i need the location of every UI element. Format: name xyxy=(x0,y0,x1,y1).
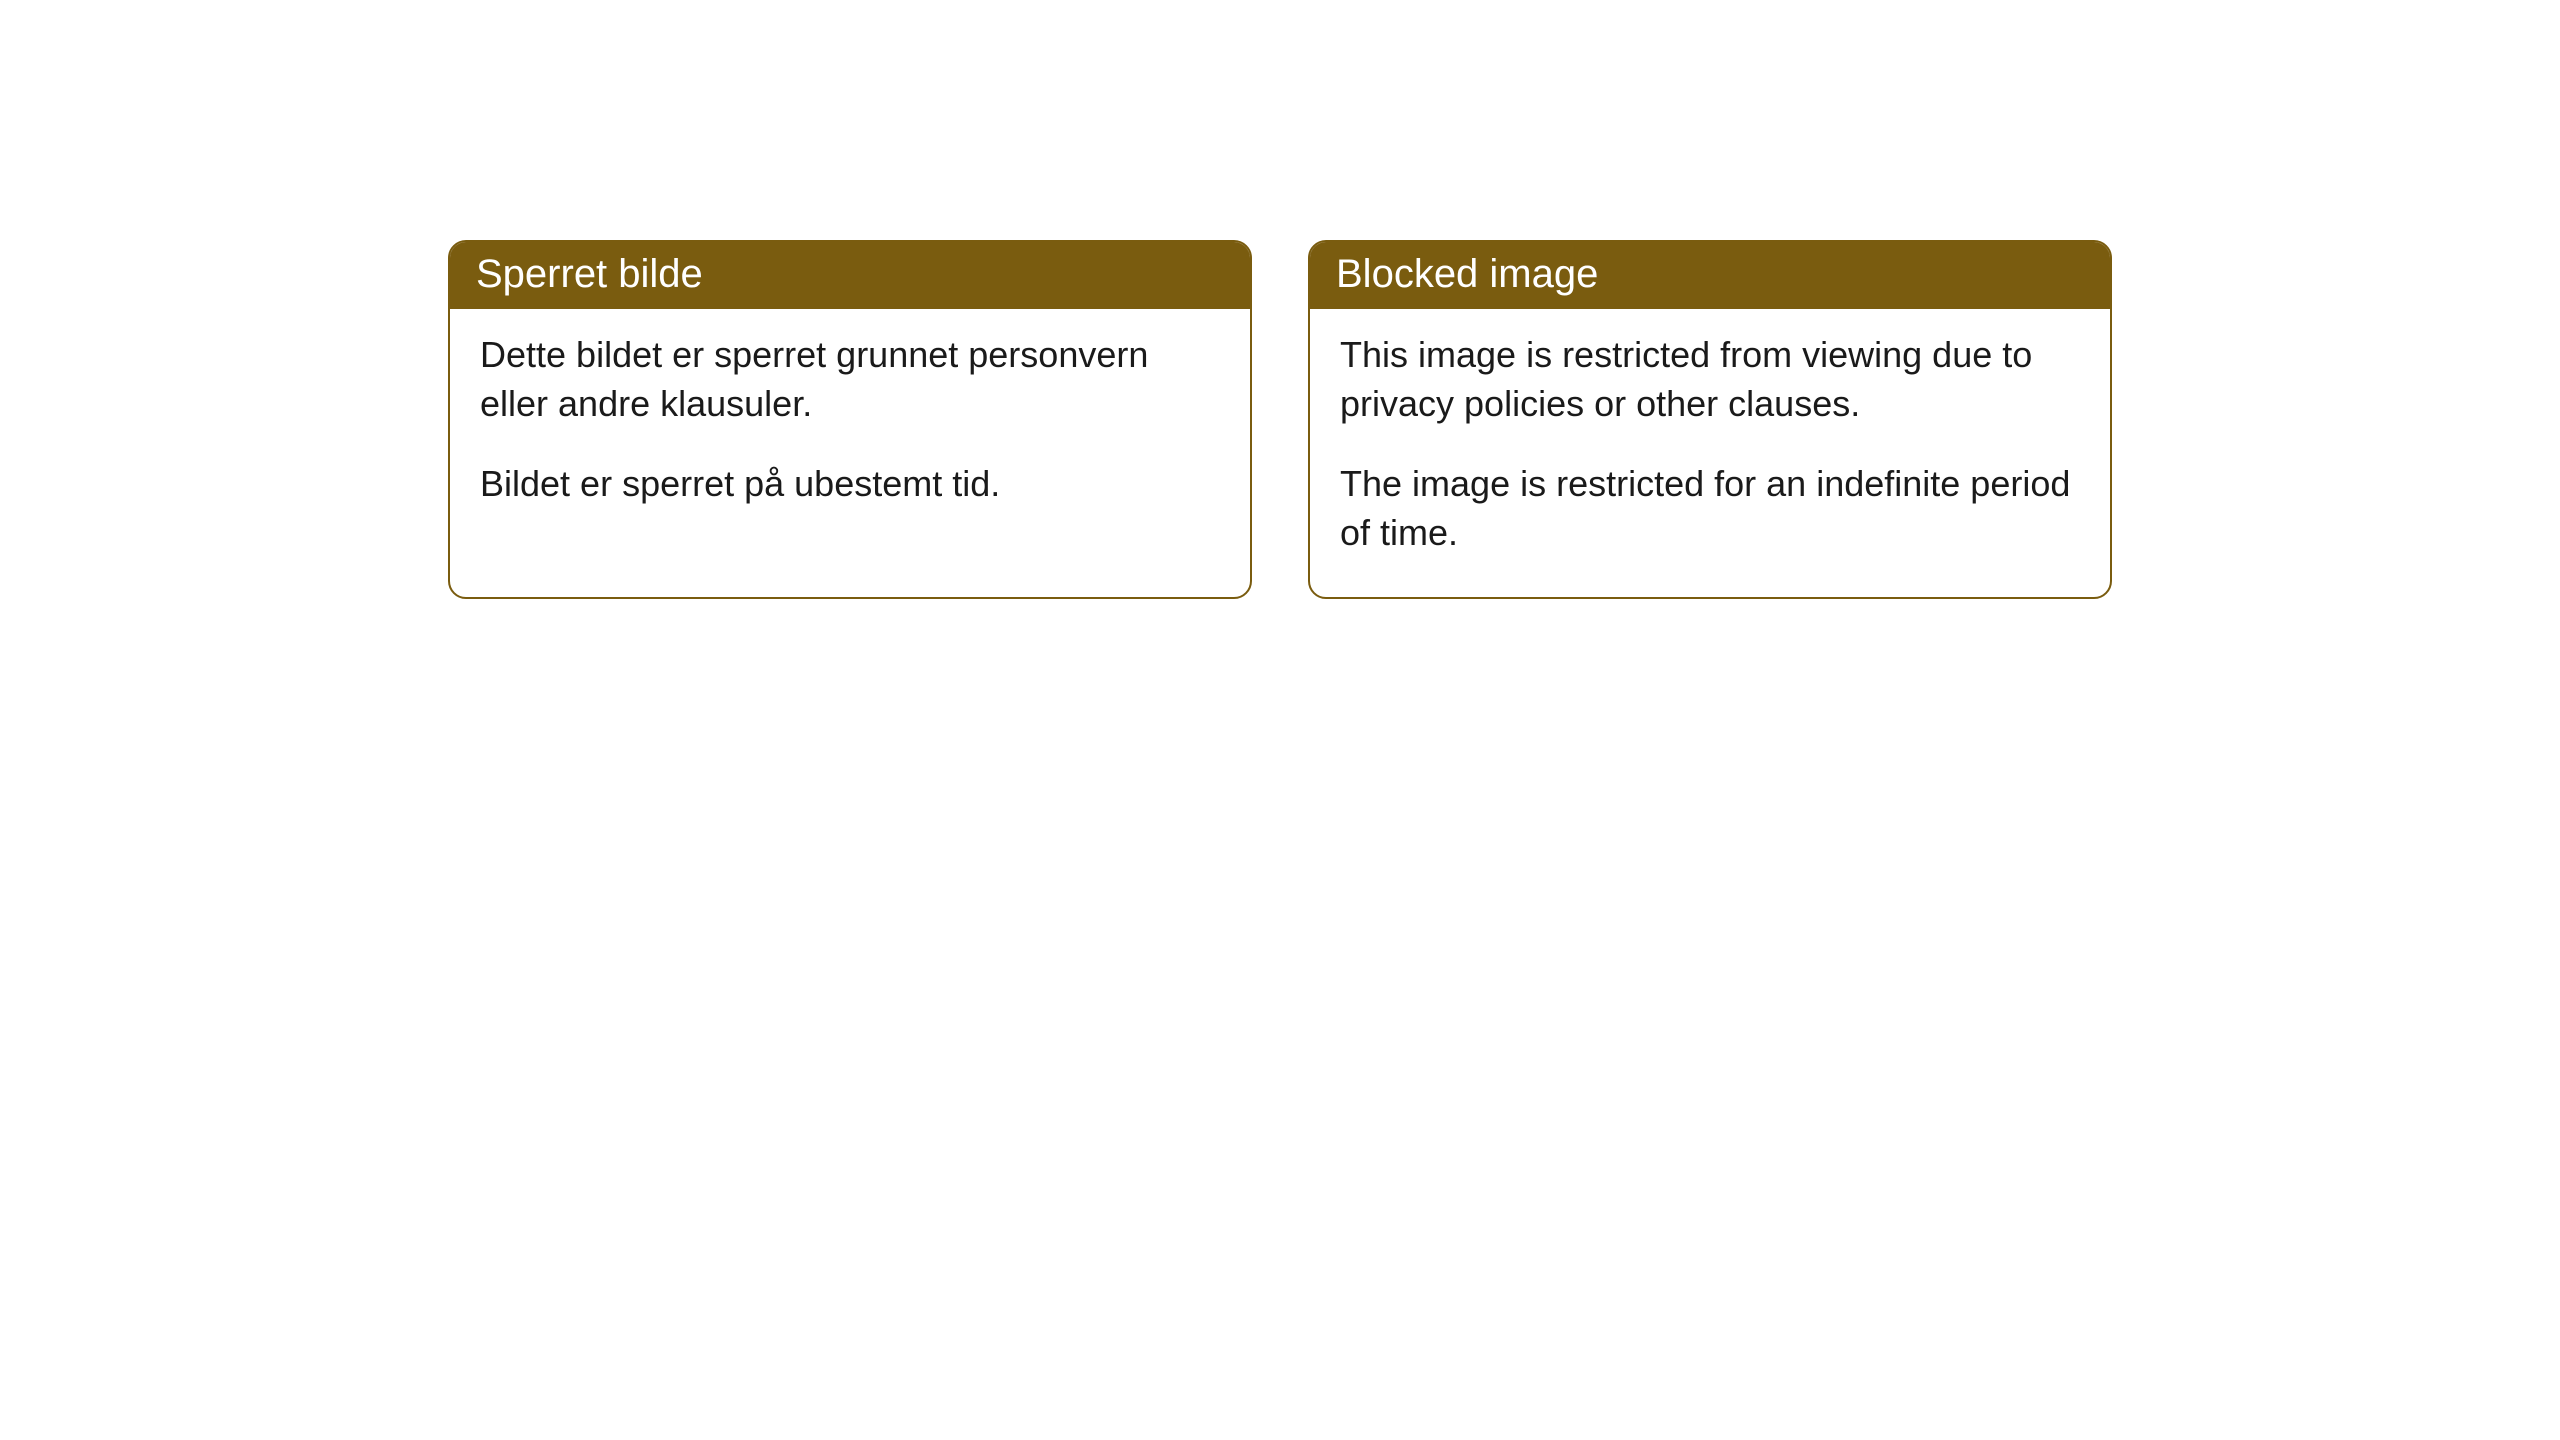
card-header-english: Blocked image xyxy=(1310,242,2110,309)
card-header-norwegian: Sperret bilde xyxy=(450,242,1250,309)
blocked-image-card-norwegian: Sperret bilde Dette bildet er sperret gr… xyxy=(448,240,1252,599)
card-text-english-2: The image is restricted for an indefinit… xyxy=(1340,460,2080,557)
card-body-norwegian: Dette bildet er sperret grunnet personve… xyxy=(450,309,1250,549)
card-text-norwegian-2: Bildet er sperret på ubestemt tid. xyxy=(480,460,1220,509)
card-text-norwegian-1: Dette bildet er sperret grunnet personve… xyxy=(480,331,1220,428)
cards-container: Sperret bilde Dette bildet er sperret gr… xyxy=(0,240,2560,599)
card-text-english-1: This image is restricted from viewing du… xyxy=(1340,331,2080,428)
blocked-image-card-english: Blocked image This image is restricted f… xyxy=(1308,240,2112,599)
card-body-english: This image is restricted from viewing du… xyxy=(1310,309,2110,597)
